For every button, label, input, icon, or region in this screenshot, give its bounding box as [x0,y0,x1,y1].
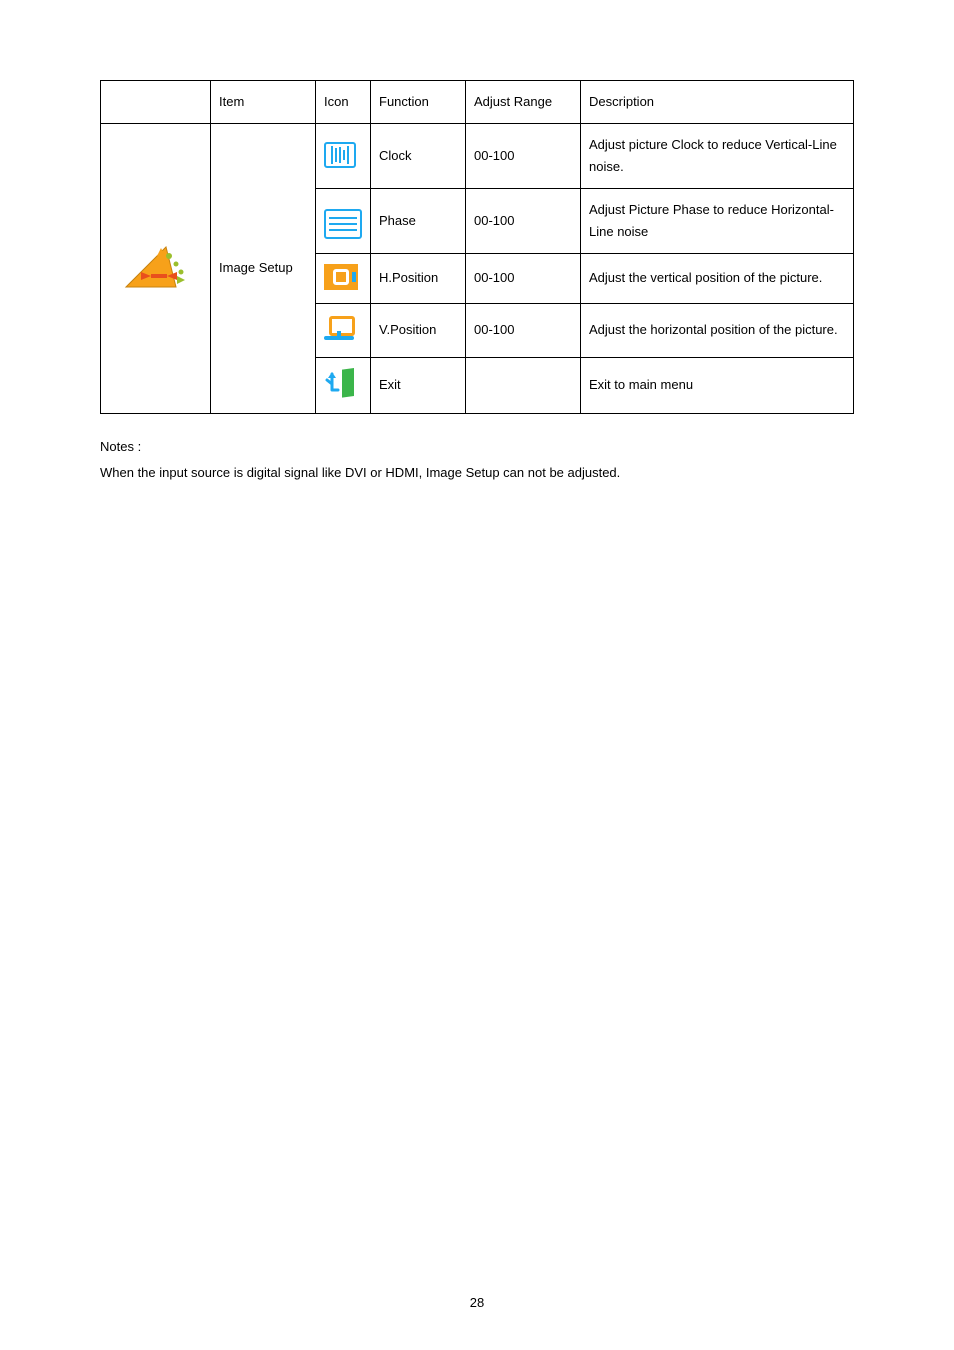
page-number: 28 [0,1295,954,1310]
phase-icon [324,209,362,239]
row-icon-cell [316,303,371,357]
hposition-icon [324,264,358,290]
row-range: 00-100 [466,254,581,303]
header-blank [101,81,211,124]
row-description: Adjust Picture Phase to reduce Horizonta… [581,189,854,254]
clock-icon [324,142,356,168]
exit-icon [324,368,354,396]
header-range: Adjust Range [466,81,581,124]
notes-title: Notes : [100,434,854,460]
header-function: Function [371,81,466,124]
row-icon-cell [316,254,371,303]
header-item: Item [211,81,316,124]
row-icon-cell [316,357,371,413]
row-function: V.Position [371,303,466,357]
table-header-row: Item Icon Function Adjust Range Descript… [101,81,854,124]
row-range: 00-100 [466,189,581,254]
row-function: Phase [371,189,466,254]
image-setup-table: Item Icon Function Adjust Range Descript… [100,80,854,414]
group-main-icon-cell [101,124,211,414]
row-icon-cell [316,189,371,254]
header-icon: Icon [316,81,371,124]
notes-body: When the input source is digital signal … [100,460,854,486]
row-description: Adjust picture Clock to reduce Vertical-… [581,124,854,189]
row-range: 00-100 [466,124,581,189]
group-item-label: Image Setup [211,124,316,414]
row-icon-cell [316,124,371,189]
row-range: 00-100 [466,303,581,357]
image-setup-icon [121,242,191,294]
table-row: Image Setup Clock 00-100 Adjust picture … [101,124,854,189]
row-description: Adjust the horizontal position of the pi… [581,303,854,357]
row-function: Exit [371,357,466,413]
row-function: Clock [371,124,466,189]
header-description: Description [581,81,854,124]
notes-section: Notes : When the input source is digital… [100,434,854,486]
row-function: H.Position [371,254,466,303]
row-description: Exit to main menu [581,357,854,413]
row-range [466,357,581,413]
vposition-icon [324,314,354,340]
row-description: Adjust the vertical position of the pict… [581,254,854,303]
